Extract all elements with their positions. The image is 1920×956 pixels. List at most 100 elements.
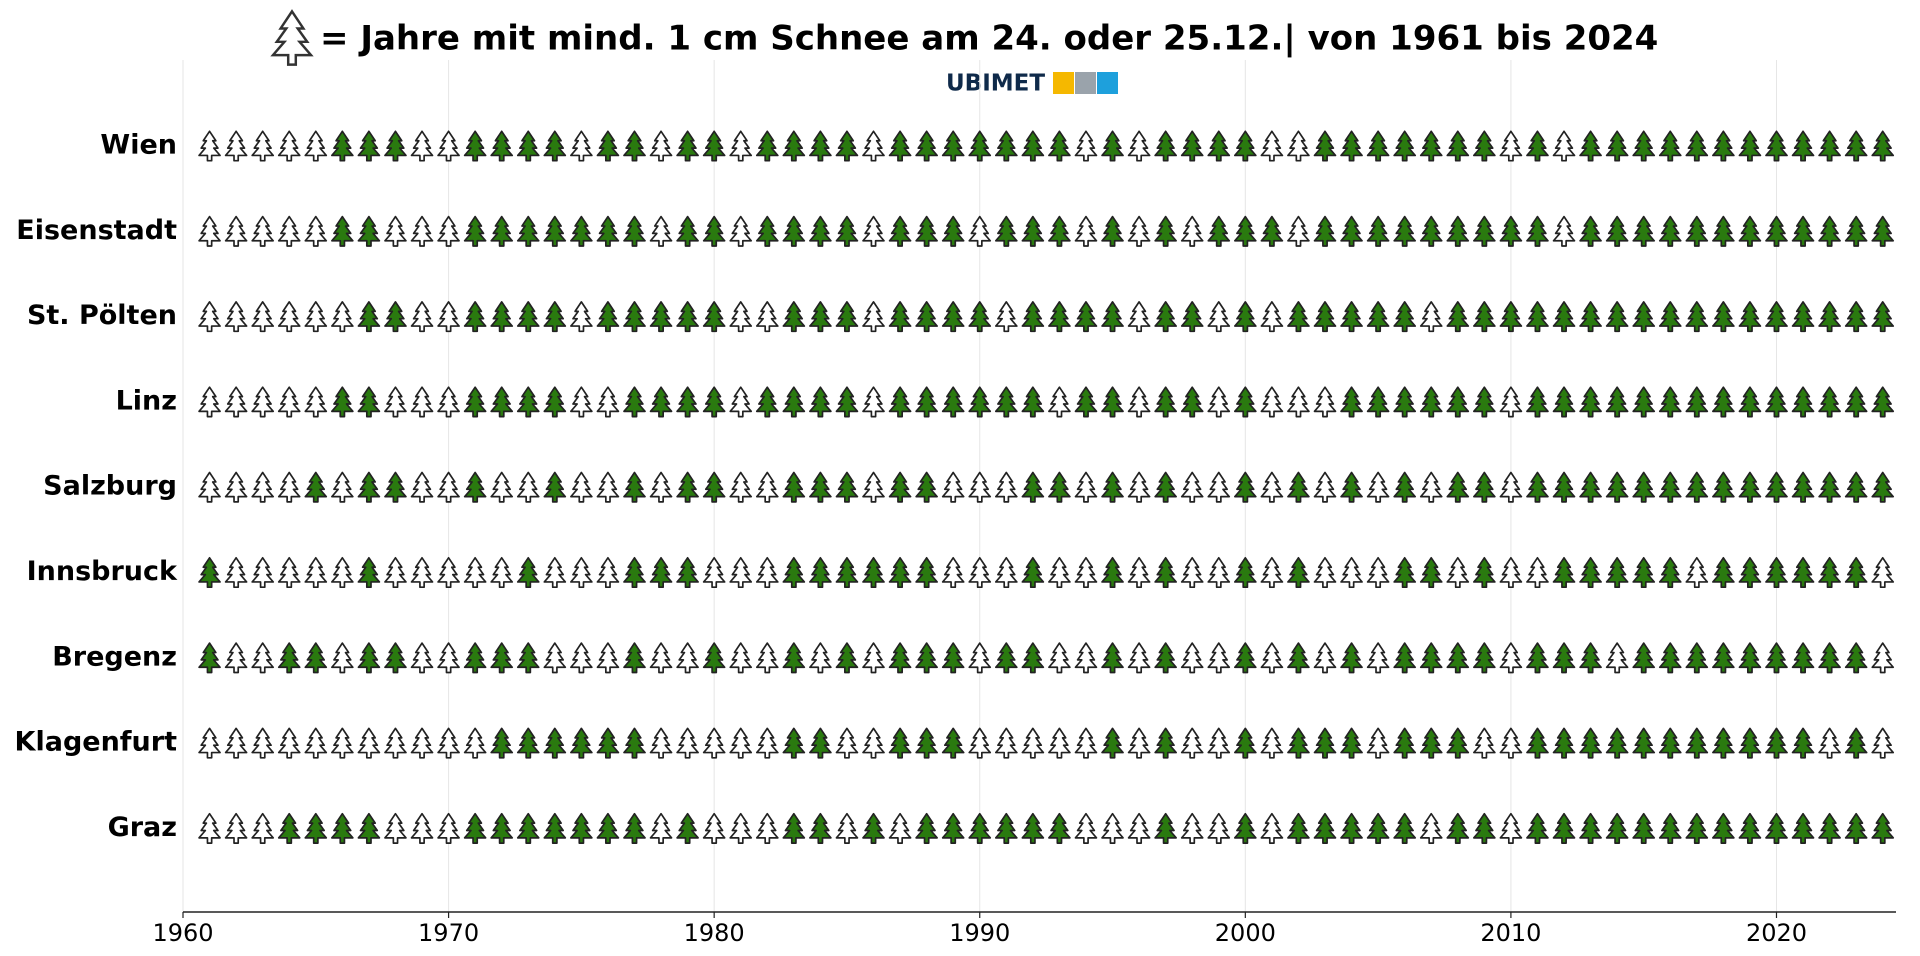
tree-icon [1791, 215, 1815, 247]
tree-icon [1844, 727, 1868, 759]
tree-icon [1154, 471, 1177, 503]
tree-icon [782, 556, 806, 589]
tree-icon [1712, 471, 1735, 503]
title-tree-icon [270, 9, 314, 66]
tree-icon [516, 301, 540, 333]
tree-icon [1685, 471, 1709, 503]
tree-icon [676, 471, 699, 503]
tree-icon [1579, 471, 1602, 503]
tree-icon [437, 642, 460, 674]
tree-icon [384, 556, 407, 589]
tree-icon [1844, 642, 1868, 674]
tree-icon [1154, 215, 1177, 247]
tree-icon [968, 215, 992, 247]
tree-icon [384, 215, 407, 247]
tree-icon [543, 471, 567, 503]
tree-icon [1791, 812, 1815, 844]
tree-icon [1658, 130, 1682, 162]
tree-icon [490, 130, 514, 162]
tree-icon [543, 215, 567, 247]
tree-icon [1366, 215, 1390, 247]
tree-icon [1552, 130, 1576, 162]
tree-icon [1313, 130, 1337, 162]
tree-icon [1818, 215, 1841, 247]
tree-icon [1818, 471, 1841, 503]
tree-icon [941, 471, 965, 503]
tree-icon [782, 727, 806, 759]
tree-icon [490, 727, 514, 759]
tree-icon [1632, 130, 1656, 162]
tree-icon [1207, 812, 1231, 844]
tree-icon [888, 556, 912, 589]
tree-icon [1101, 386, 1124, 418]
tree-icon [251, 215, 275, 247]
tree-icon [702, 386, 726, 418]
tree-icon [1499, 130, 1523, 162]
tree-icon [941, 642, 965, 674]
tree-icon [1685, 642, 1709, 674]
tree-icon [676, 727, 699, 759]
tree-icon [649, 727, 673, 759]
tree-icon [224, 215, 248, 247]
tree-icon [224, 130, 248, 162]
tree-icon [1605, 642, 1629, 674]
tree-icon [1393, 727, 1417, 759]
tree-icon [198, 727, 221, 759]
tree-icon [915, 642, 938, 674]
tree-icon [1127, 130, 1151, 162]
tree-icon [1446, 215, 1470, 247]
tree-icon [702, 812, 726, 844]
tree-icon [649, 471, 673, 503]
tree-icon [755, 215, 779, 247]
tree-icon [1446, 301, 1470, 333]
tree-icon [1233, 386, 1257, 418]
tree-icon [1871, 642, 1895, 674]
tree-icon [331, 727, 354, 759]
tree-icon [968, 471, 992, 503]
tree-icon [1074, 301, 1098, 333]
tree-icon [1446, 727, 1470, 759]
tree-icon [1233, 301, 1257, 333]
tree-icon [198, 215, 221, 247]
tree-icon [410, 556, 434, 589]
tree-icon [1818, 727, 1841, 759]
tree-icon [1871, 812, 1895, 844]
tree-icon [1579, 812, 1602, 844]
tree-icon [277, 301, 301, 333]
tree-icon [809, 471, 832, 503]
tree-icon [1048, 301, 1071, 333]
tree-icon [304, 642, 328, 674]
tree-icon [384, 727, 407, 759]
tree-icon [1180, 471, 1204, 503]
tree-icon [1632, 301, 1656, 333]
tree-icon [888, 301, 912, 333]
tree-icon [1738, 215, 1762, 247]
tree-icon [1340, 556, 1363, 589]
tree-icon [782, 642, 806, 674]
tree-icon [304, 215, 328, 247]
tree-icon [862, 215, 885, 247]
tree-icon [835, 727, 859, 759]
tree-icon [1101, 812, 1124, 844]
tree-icon [1579, 642, 1602, 674]
tree-icon [463, 386, 487, 418]
tree-icon [1446, 130, 1470, 162]
tree-icon [915, 556, 938, 589]
tree-icon [198, 556, 221, 589]
tree-icon [1048, 727, 1071, 759]
tree-icon [357, 130, 381, 162]
tree-icon [915, 301, 938, 333]
tree-icon [755, 812, 779, 844]
tree-icon [224, 642, 248, 674]
tree-icon [384, 130, 407, 162]
tree-icon [782, 812, 806, 844]
tree-icon [755, 386, 779, 418]
tree-icon [1393, 642, 1417, 674]
logo: UBIMET [946, 71, 1045, 97]
tree-icon [1260, 642, 1284, 674]
tree-icon [1260, 727, 1284, 759]
tree-icon [862, 727, 885, 759]
tree-icon [543, 130, 567, 162]
tree-icon [862, 301, 885, 333]
tree-icon [1154, 727, 1177, 759]
